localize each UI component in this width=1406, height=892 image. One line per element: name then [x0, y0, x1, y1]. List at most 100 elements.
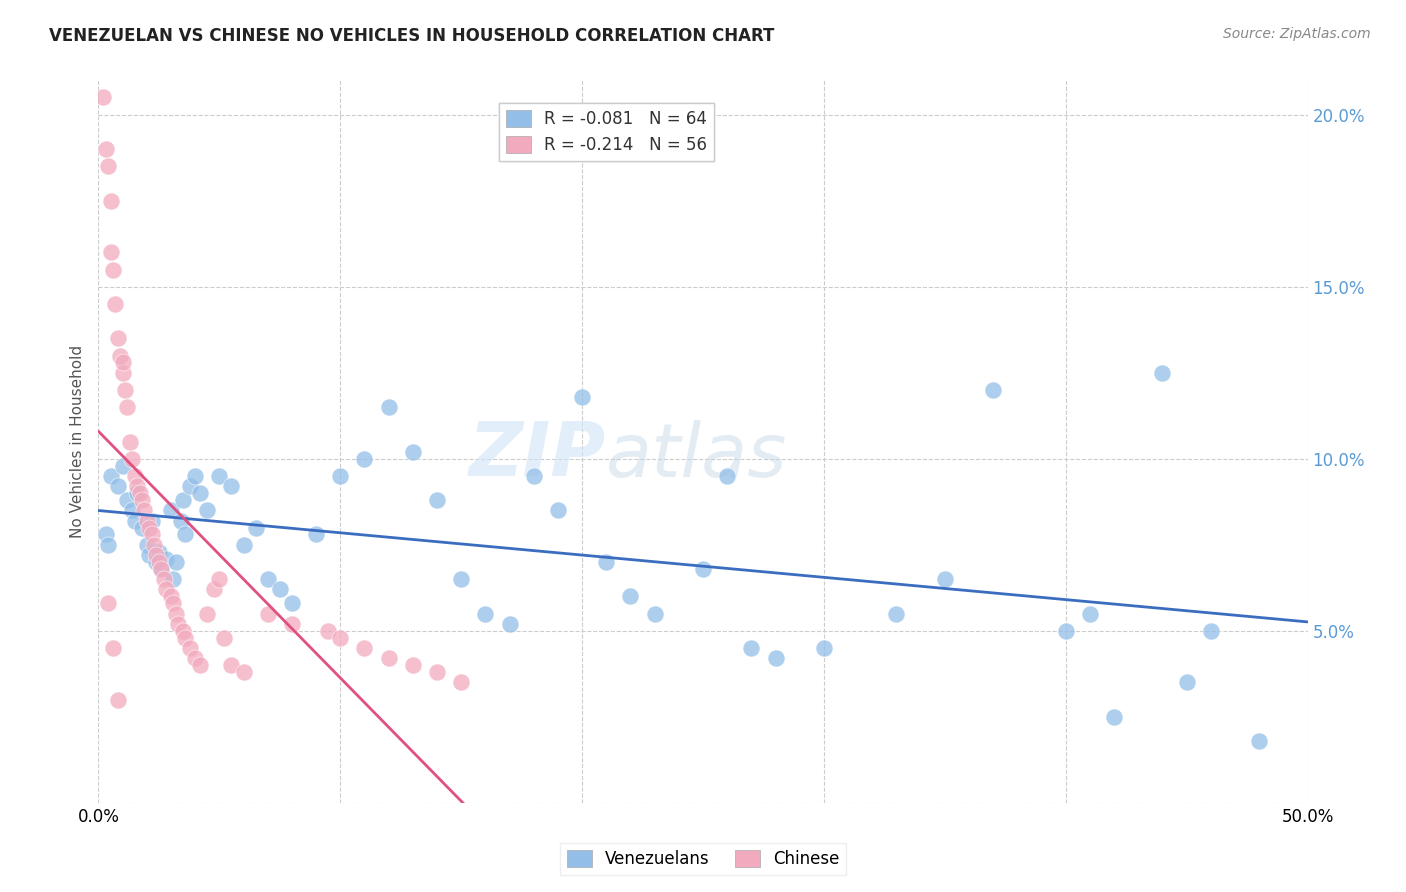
Point [107, 692, 129, 706]
Point [100, 245, 122, 260]
Point [402, 445, 425, 459]
Point [305, 527, 328, 541]
Point [474, 607, 496, 621]
Point [221, 479, 243, 493]
Point [135, 514, 157, 528]
Point [97, 538, 120, 552]
Point [111, 366, 134, 380]
Point [269, 582, 291, 597]
Point [141, 514, 163, 528]
Point [256, 607, 278, 621]
Point [450, 572, 472, 586]
Point [1175, 675, 1198, 690]
Point [124, 469, 146, 483]
Point [426, 493, 449, 508]
Point [232, 665, 254, 679]
Point [184, 469, 207, 483]
Point [100, 194, 122, 208]
Point [281, 596, 304, 610]
Point [91, 90, 114, 104]
Point [172, 624, 194, 638]
Point [174, 527, 197, 541]
Point [174, 631, 197, 645]
Point [245, 520, 267, 534]
Point [148, 555, 170, 569]
Text: ZIP: ZIP [470, 419, 606, 492]
Point [145, 555, 167, 569]
Point [165, 607, 187, 621]
Point [131, 520, 153, 534]
Point [232, 538, 254, 552]
Point [165, 555, 187, 569]
Point [121, 503, 143, 517]
Point [135, 538, 157, 552]
Point [619, 590, 641, 604]
Point [152, 572, 174, 586]
Point [160, 590, 183, 604]
Point [111, 458, 134, 473]
Point [117, 493, 139, 508]
Point [138, 520, 160, 534]
Point [134, 503, 156, 517]
Point [886, 607, 908, 621]
Point [121, 451, 143, 466]
Point [498, 616, 520, 631]
Point [188, 658, 211, 673]
Point [329, 631, 352, 645]
Point [118, 434, 141, 449]
Point [179, 479, 201, 493]
Point [184, 651, 207, 665]
Point [1102, 710, 1125, 724]
Point [143, 538, 166, 552]
Point [111, 355, 134, 369]
Point [188, 486, 211, 500]
Point [426, 665, 449, 679]
Point [127, 479, 149, 493]
Point [740, 640, 762, 655]
Point [94, 142, 117, 156]
Point [148, 544, 170, 558]
Point [167, 616, 190, 631]
Point [329, 469, 352, 483]
Point [104, 297, 127, 311]
Point [195, 503, 218, 517]
Point [256, 572, 278, 586]
Point [100, 469, 122, 483]
Point [108, 349, 131, 363]
Point [934, 572, 956, 586]
Text: Source: ZipAtlas.com: Source: ZipAtlas.com [1223, 27, 1371, 41]
Point [208, 572, 231, 586]
Point [160, 503, 183, 517]
Point [547, 503, 569, 517]
Y-axis label: No Vehicles in Household: No Vehicles in Household [70, 345, 86, 538]
Point [208, 469, 231, 483]
Point [172, 493, 194, 508]
Point [195, 607, 218, 621]
Point [644, 607, 666, 621]
Point [150, 562, 173, 576]
Point [1078, 607, 1101, 621]
Point [155, 551, 177, 566]
Point [97, 596, 120, 610]
Point [716, 469, 738, 483]
Text: atlas: atlas [606, 420, 787, 492]
Point [162, 596, 184, 610]
Point [169, 514, 191, 528]
Point [162, 572, 184, 586]
Point [523, 469, 546, 483]
Legend: R = -0.081   N = 64, R = -0.214   N = 56: R = -0.081 N = 64, R = -0.214 N = 56 [499, 103, 714, 161]
Point [402, 658, 425, 673]
Point [571, 390, 593, 404]
Point [353, 451, 375, 466]
Point [131, 493, 153, 508]
Point [1054, 624, 1077, 638]
Point [155, 582, 177, 597]
Point [212, 631, 235, 645]
Point [204, 582, 226, 597]
Point [94, 527, 117, 541]
Point [692, 562, 714, 576]
Point [124, 514, 146, 528]
Point [101, 262, 124, 277]
Point [107, 479, 129, 493]
Point [1199, 624, 1222, 638]
